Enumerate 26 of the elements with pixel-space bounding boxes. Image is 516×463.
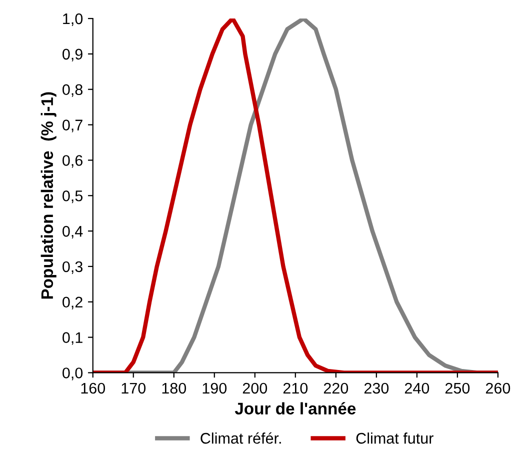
x-tick-label: 210 (283, 382, 308, 394)
x-tick-label: 250 (445, 382, 470, 394)
y-tick-label: 0,6 (62, 155, 82, 168)
y-tick-label: 0,7 (62, 120, 82, 132)
x-tick-label: 200 (242, 382, 268, 394)
x-tick-label: 170 (122, 382, 146, 394)
x-tick-label: 180 (162, 382, 186, 394)
y-tick-label: 0,9 (62, 48, 82, 62)
y-tick-label: 0,2 (62, 296, 82, 310)
y-tick-label: 0,1 (62, 332, 82, 345)
y-tick-label: 1,0 (63, 13, 83, 26)
y-tick-label: 0,3 (62, 261, 82, 274)
x-tick-label: 190 (202, 382, 227, 394)
y-tick-label: 0,0 (62, 368, 83, 380)
x-tick-label: 240 (404, 382, 430, 394)
y-tick-label: 0,8 (62, 84, 82, 97)
x-tick-label: 220 (324, 382, 348, 394)
legend-label: Climat futur (356, 432, 434, 444)
x-tick-label: 230 (364, 382, 389, 394)
x-axis-title: Jour de l'année (234, 402, 356, 414)
legend-label: Climat référ. (200, 432, 281, 444)
y-tick-label: 0,5 (62, 190, 83, 204)
x-tick-label: 260 (486, 382, 510, 394)
y-axis-title: Population relative (% j-1) (40, 92, 56, 299)
y-tick-label: 0,4 (62, 226, 83, 239)
x-tick-label: 160 (81, 382, 106, 394)
